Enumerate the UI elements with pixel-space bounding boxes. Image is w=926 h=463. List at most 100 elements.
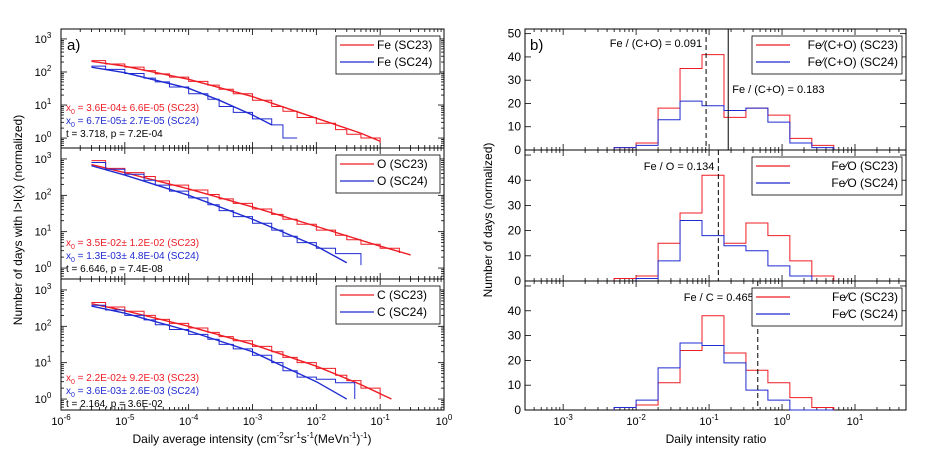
- series-left-o-2: [91, 161, 362, 266]
- series-left-o-3: [91, 165, 348, 264]
- annotation-var: x: [66, 251, 71, 262]
- legend-entry: Fe⁄C (SC23): [832, 290, 898, 304]
- y-tick-label-exponent: 0: [47, 391, 52, 400]
- series-left-c-3: [91, 305, 348, 400]
- x-tick-label-exponent: -2: [639, 413, 647, 422]
- y-tick-label: 20: [508, 96, 522, 110]
- y-tick-label-exponent: 1: [47, 355, 52, 364]
- median-label: Fe / (C+O) = 0.183: [732, 84, 824, 96]
- y-tick-label: 102: [35, 64, 52, 79]
- annotation-subscript: 0: [71, 379, 75, 386]
- stats-annotation: x0 = 1.3E-03± 4.8E-04 (SC24): [66, 251, 199, 264]
- legend-box: [751, 287, 903, 327]
- y-tick-label: 102: [35, 187, 52, 202]
- x-tick-label-base: 10: [626, 416, 638, 428]
- annotation-subscript: 0: [71, 257, 75, 264]
- stats-annotation: x0 = 3.6E-04± 6.6E-05 (SC23): [66, 103, 199, 116]
- y-tick-label-exponent: 3: [47, 282, 52, 291]
- annotation-text: = 3.6E-03± 2.6E-03 (SC24): [75, 386, 199, 397]
- histogram-right-fec-1: [613, 342, 834, 411]
- y-tick-label-base: 10: [35, 227, 47, 239]
- legend-entry: O (SC23): [377, 157, 428, 171]
- y-tick-label-base: 10: [35, 100, 47, 112]
- stats-annotation: t = 6.646, p = 7.4E-08: [66, 264, 163, 275]
- y-tick-label: 0: [514, 274, 521, 288]
- legend-entry: Fe⁄C (SC24): [832, 307, 898, 321]
- y-tick-label-base: 10: [35, 358, 47, 370]
- y-tick-label: 20: [508, 353, 522, 367]
- y-tick-label: 40: [508, 304, 522, 318]
- annotation-text: t = 2.164, p = 3.6E-02: [66, 399, 163, 410]
- y-tick-label: 103: [35, 282, 52, 297]
- series-left-c-2: [91, 304, 356, 400]
- histogram-right-feo-0: [613, 174, 835, 281]
- left-x-axis-label: Daily average intensity (cm-2sr-1s-1(MeV…: [132, 431, 371, 446]
- x-label-part: -1: [294, 431, 302, 440]
- y-tick-label: 50: [508, 27, 522, 41]
- y-tick-label-base: 10: [35, 285, 47, 297]
- y-tick-label: 100: [35, 130, 52, 145]
- right-panel-right-feco: 0 10 20 30 40 50 Fe / (C+O) = 0.091 Fe / (C+O) …: [508, 27, 907, 157]
- panel-label-b: b): [530, 37, 543, 54]
- series-left-fe-1: [91, 60, 381, 142]
- y-tick-label-base: 10: [35, 34, 47, 46]
- legend-entry: C (SC24): [377, 305, 427, 319]
- panel-label-a: a): [67, 37, 80, 54]
- x-tick-label: 100: [774, 413, 791, 428]
- median-label: Fe / O = 0.134: [644, 161, 715, 173]
- y-tick-label-exponent: 2: [47, 318, 52, 327]
- y-tick-label-exponent: 1: [47, 224, 52, 233]
- y-tick-label: 30: [508, 329, 522, 343]
- x-tick-label: 100: [436, 413, 453, 428]
- x-label-part: -2: [277, 431, 285, 440]
- right-panel-right-feo: 0 10 20 30 40 Fe / O = 0.134 Fe⁄O (SC23) Fe⁄O (…: [508, 149, 907, 288]
- left-y-axis-label: Number of days with I>I(x) (normalized): [11, 115, 25, 325]
- y-tick-label-exponent: 2: [47, 187, 52, 196]
- panel-frame: [524, 280, 907, 411]
- annotation-text: = 3.5E-02± 1.2E-02 (SC23): [75, 238, 199, 249]
- y-tick-label: 10: [508, 378, 522, 392]
- legend-entry: C (SC23): [377, 288, 427, 302]
- x-tick-label-exponent: -1: [383, 413, 391, 422]
- y-tick-label-base: 10: [35, 67, 47, 79]
- annotation-subscript: 0: [71, 392, 75, 399]
- y-tick-label: 30: [508, 73, 522, 87]
- x-tick-label-exponent: 1: [859, 413, 864, 422]
- x-tick-label-base: 10: [307, 416, 319, 428]
- x-tick-label: 10-4: [179, 413, 199, 428]
- annotation-text: = 6.7E-05± 2.7E-05 (SC24): [75, 116, 199, 127]
- x-tick-label-exponent: 0: [448, 413, 453, 422]
- x-tick-label-exponent: -6: [64, 413, 72, 422]
- x-tick-label-base: 10: [847, 416, 859, 428]
- x-tick-label: 101: [847, 413, 864, 428]
- y-tick-label: 102: [35, 318, 52, 333]
- y-tick-label-exponent: 0: [47, 130, 52, 139]
- legend-entry: Fe⁄O (SC24): [831, 176, 898, 190]
- y-tick-label: 100: [35, 260, 52, 275]
- legend-entry: Fe (SC24): [377, 55, 432, 69]
- annotation-var: x: [66, 238, 71, 249]
- y-tick-label: 101: [35, 97, 52, 112]
- y-tick-label-base: 10: [35, 321, 47, 333]
- legend-box: [335, 285, 441, 325]
- x-label-part: sr: [284, 432, 294, 446]
- y-tick-label: 101: [35, 355, 52, 370]
- legend-box: [751, 35, 903, 75]
- legend-entry: Fe (SC23): [377, 38, 432, 52]
- annotation-text: t = 3.718, p = 7.2E-04: [66, 129, 163, 140]
- x-tick-label-exponent: -3: [566, 413, 574, 422]
- x-tick-label-base: 10: [51, 416, 63, 428]
- x-label-part: s: [301, 432, 307, 446]
- stats-annotation: t = 3.718, p = 7.2E-04: [66, 129, 163, 140]
- annotation-text: = 1.3E-03± 4.8E-04 (SC24): [75, 251, 199, 262]
- x-tick-label: 10-6: [51, 413, 71, 428]
- x-tick-label-base: 10: [553, 416, 565, 428]
- x-label-part: ): [356, 432, 360, 446]
- series-left-fe-3: [91, 66, 273, 126]
- x-tick-label-exponent: -1: [712, 413, 720, 422]
- annotation-subscript: 0: [71, 122, 75, 129]
- x-tick-label: 10-2: [307, 413, 327, 428]
- y-tick-label-exponent: 3: [47, 31, 52, 40]
- right-panel-right-fec: 0 10 20 30 40 Fe / C = 0.465 Fe⁄C (SC23) Fe⁄C (…: [508, 280, 907, 417]
- median-label: Fe / C = 0.465: [684, 292, 754, 304]
